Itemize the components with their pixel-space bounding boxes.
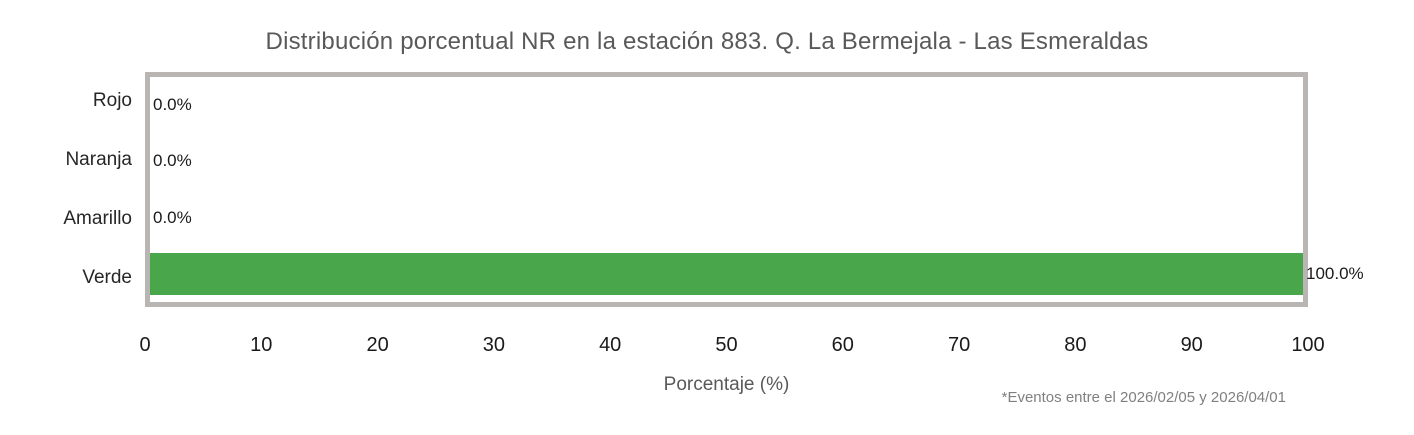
x-axis-ticks: 0 10 20 30 40 50 60 70 80 90 100 xyxy=(139,334,1324,360)
x-tick-label: 20 xyxy=(366,334,389,356)
footnote: *Eventos entre el 2026/02/05 y 2026/04/0… xyxy=(1001,389,1286,406)
x-tick-label: 40 xyxy=(599,334,622,356)
x-tick-label: 80 xyxy=(1064,334,1087,356)
bar-row-rojo: 0.0% xyxy=(150,77,1303,133)
bar-value-label: 100.0% xyxy=(1306,263,1364,283)
category-label-rojo: Rojo xyxy=(92,90,132,112)
x-tick-label: 50 xyxy=(715,334,738,356)
category-label-verde: Verde xyxy=(82,266,132,288)
bar-row-naranja: 0.0% xyxy=(150,133,1303,189)
category-label-naranja: Naranja xyxy=(65,149,132,171)
y-axis-labels: Rojo Naranja Amarillo Verde xyxy=(0,72,132,307)
x-tick-label: 60 xyxy=(831,334,854,356)
x-tick-label: 10 xyxy=(250,334,273,356)
x-axis-title: Porcentaje (%) xyxy=(663,374,790,395)
bar-value-label: 0.0% xyxy=(153,95,192,115)
x-tick-label: 70 xyxy=(947,334,971,356)
plot-area: 0.0% 0.0% 0.0% 100.0% xyxy=(145,72,1364,307)
bar-row-verde: 100.0% xyxy=(150,246,1364,302)
x-tick-label: 100 xyxy=(1291,334,1325,356)
x-tick-label: 90 xyxy=(1180,334,1203,356)
bar-value-label: 0.0% xyxy=(153,207,192,227)
bar-value-label: 0.0% xyxy=(153,151,192,171)
x-tick-label: 30 xyxy=(482,334,506,356)
bar-row-amarillo: 0.0% xyxy=(150,190,1303,246)
bar-verde xyxy=(150,252,1303,295)
x-tick-label: 0 xyxy=(139,334,151,356)
chart-title: Distribución porcentual NR en la estació… xyxy=(265,28,1149,55)
category-label-amarillo: Amarillo xyxy=(63,207,132,229)
